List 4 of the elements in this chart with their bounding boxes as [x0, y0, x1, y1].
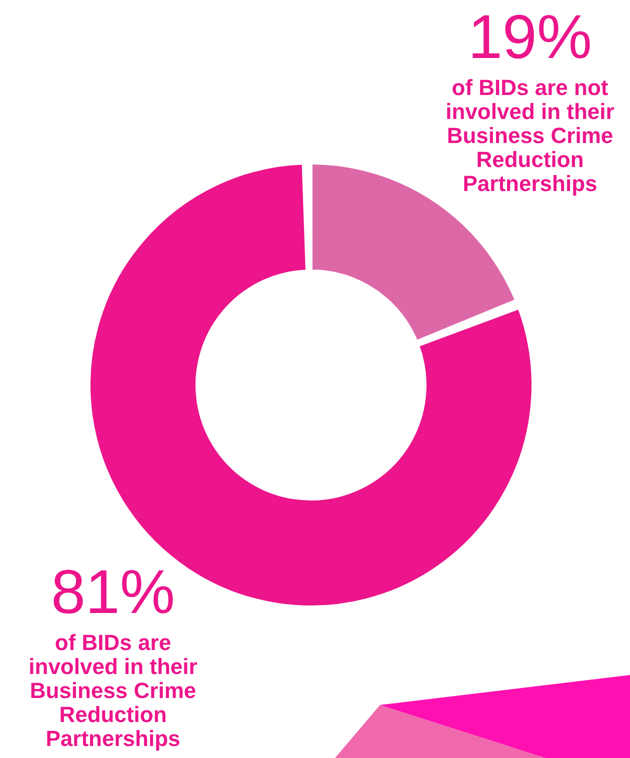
slice-label: of BIDs are involved in their Business Crime Reduction Partnerships	[28, 630, 198, 751]
data-label: 19%	[466, 2, 594, 74]
slice-label: of BIDs are not involved in their Business Crime Reduction Partnerships	[444, 75, 616, 196]
data-label: 81%	[50, 557, 176, 629]
